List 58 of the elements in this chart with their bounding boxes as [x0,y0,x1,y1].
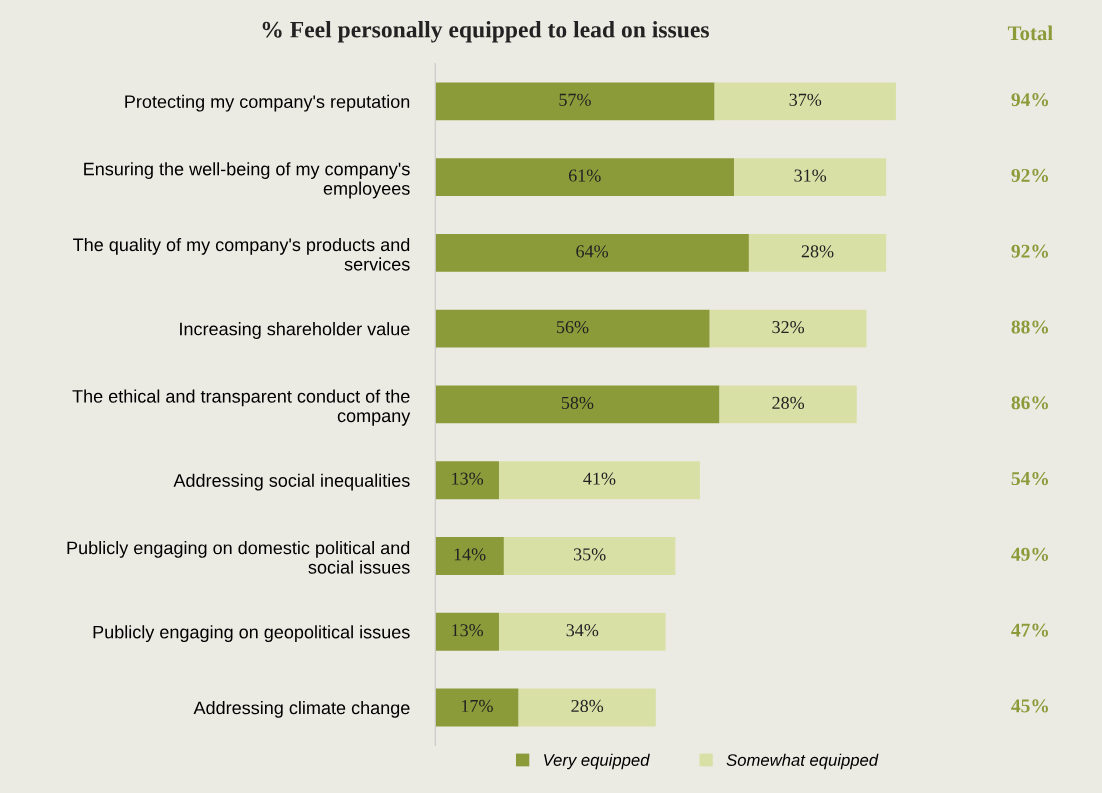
bar [435,385,720,424]
bar [435,309,710,348]
bar [709,309,867,348]
bar [435,612,499,651]
data-label: 28% [801,245,834,258]
y-tick-label: The quality of my company's products and services [73,237,410,271]
data-label: 61% [568,169,601,182]
bar [435,82,715,121]
bar [435,158,735,197]
legend-label: Very equipped [544,753,650,770]
data-label: 57% [559,93,591,106]
data-label: 58% [561,396,594,410]
data-label: 35% [573,548,606,561]
bar [748,233,887,272]
text: 88% [1011,320,1048,334]
bar [435,537,504,575]
text: Total [1007,25,1053,41]
bar [503,537,676,575]
data-label: 56% [557,320,589,334]
data-label: 34% [566,624,599,637]
y-tick-label: Increasing shareholder value [180,322,410,339]
bar [435,461,499,500]
y-tick-label: The ethical and transparent conduct of the company [72,389,411,426]
text: 54% [1011,471,1048,486]
y-tick-label: Addressing social inequalities [173,473,410,491]
data-label: 13% [452,624,484,637]
y-tick-label: Ensuring the well-being of my company's employees [84,162,410,199]
data-label: 64% [576,245,609,258]
bar [734,158,887,197]
chart-title: % Feel personally equipped to lead on issues [262,20,709,43]
bar [435,233,749,272]
data-label: 17% [461,699,493,713]
bar [498,612,666,651]
text: 47% [1011,623,1048,637]
text: 94% [1011,93,1048,107]
bar [498,461,700,500]
bar [719,385,857,424]
data-label: 37% [789,93,822,106]
bar [518,688,656,727]
data-label: 41% [583,472,616,485]
data-label: 28% [571,699,604,713]
y-tick-label: Publicly engaging on domestic political and social issues [67,541,410,574]
text: 49% [1011,547,1048,561]
y-tick-label: Protecting my company's reputation [125,94,410,112]
data-label: 32% [772,320,805,334]
data-label: 14% [454,548,486,561]
data-label: 13% [452,472,484,485]
text: 86% [1011,396,1048,410]
text: 92% [1011,168,1048,183]
y-tick-label: Addressing climate change [193,700,410,718]
text: 92% [1011,244,1048,258]
legend-label: Somewhat equipped [726,753,879,770]
y-tick-label: Publicly engaging on geopolitical issues [93,625,410,643]
data-label: 28% [772,396,805,410]
bar [714,82,896,121]
text: 45% [1011,699,1048,713]
bar [435,688,519,727]
data-label: 31% [794,169,827,182]
